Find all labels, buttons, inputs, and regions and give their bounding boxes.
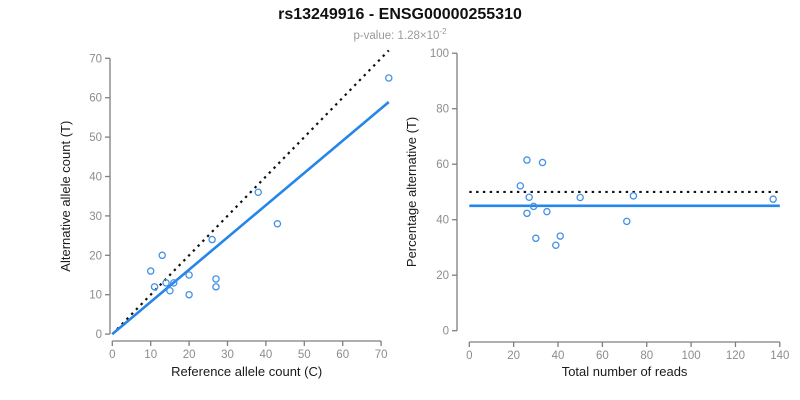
data-point [552,241,560,249]
x-axis-title: Total number of reads [562,364,688,379]
data-point [254,188,262,197]
left-plot: 0 10 20 30 40 50 60 70 0 10 20 30 40 50 60 70 Reference … [58,49,393,379]
data-point [212,283,220,291]
data-point [166,287,174,295]
data-point [212,275,220,283]
x-tick-label: 0 [109,349,115,361]
data-point [523,209,531,218]
data-point [516,182,525,190]
y-tick-label: 40 [89,172,102,184]
x-tick-label: 0 [466,350,472,362]
data-point [538,158,547,167]
data-point [158,251,166,260]
x-axis-title: Reference allele count (C) [171,364,322,379]
x-tick-label: 10 [144,349,157,361]
data-point [523,156,531,164]
y-tick-label: 100 [430,48,449,60]
y-tick-label: 0 [443,326,449,338]
data-point [162,279,170,287]
data-point [532,234,540,243]
y-tick-label: 80 [436,104,449,116]
data-point [150,283,159,291]
p-value-exponent: -2 [439,27,447,36]
data-point [769,195,777,203]
x-tick-label: 60 [336,349,349,361]
y-tick-label: 70 [89,53,102,65]
data-point [208,235,216,244]
right-plot: 0 20 40 60 80 100 120 140 0 20 40 60 80 100 Total numb… [404,48,789,379]
data-point [146,267,155,275]
x-tick-label: 20 [183,349,196,361]
y-tick-label: 60 [89,93,102,105]
data-point [273,220,282,228]
x-tick-label: 60 [596,350,609,362]
data-point [623,217,631,226]
data-point [385,74,393,82]
y-tick-label: 60 [436,159,449,171]
x-tick-label: 140 [770,350,789,362]
p-value-text: p-value: 1.28×10 [353,29,440,42]
data-point [169,279,178,287]
x-tick-label: 120 [726,350,745,362]
data-point [185,290,193,299]
data-point [185,271,193,279]
p-value-subtitle: p-value: 1.28×10-2 [0,27,800,42]
y-tick-label: 50 [89,132,102,144]
x-tick-label: 70 [375,349,388,361]
x-tick-label: 30 [221,349,234,361]
y-tick-label: 20 [89,250,102,262]
y-axis-title: Alternative allele count (T) [58,121,73,272]
identity-line [111,49,390,335]
y-tick-label: 0 [96,329,102,341]
x-tick-label: 100 [682,350,701,362]
y-tick-label: 40 [436,215,449,227]
page-title: rs13249916 - ENSG00000255310 [278,6,522,23]
regression-line [111,101,390,336]
x-tick-label: 80 [640,350,653,362]
x-tick-label: 20 [507,350,520,362]
y-tick-label: 30 [89,211,102,223]
x-tick-label: 40 [260,349,273,361]
data-point [543,207,551,216]
data-point [629,192,638,200]
data-point [525,193,533,201]
y-tick-label: 20 [436,270,449,282]
data-point [576,193,584,202]
y-axis-title: Percentage alternative (T) [404,117,419,267]
data-point [556,232,564,240]
x-tick-label: 50 [298,349,311,361]
x-tick-label: 40 [552,350,565,362]
data-point [529,202,538,211]
y-tick-label: 10 [89,290,102,302]
